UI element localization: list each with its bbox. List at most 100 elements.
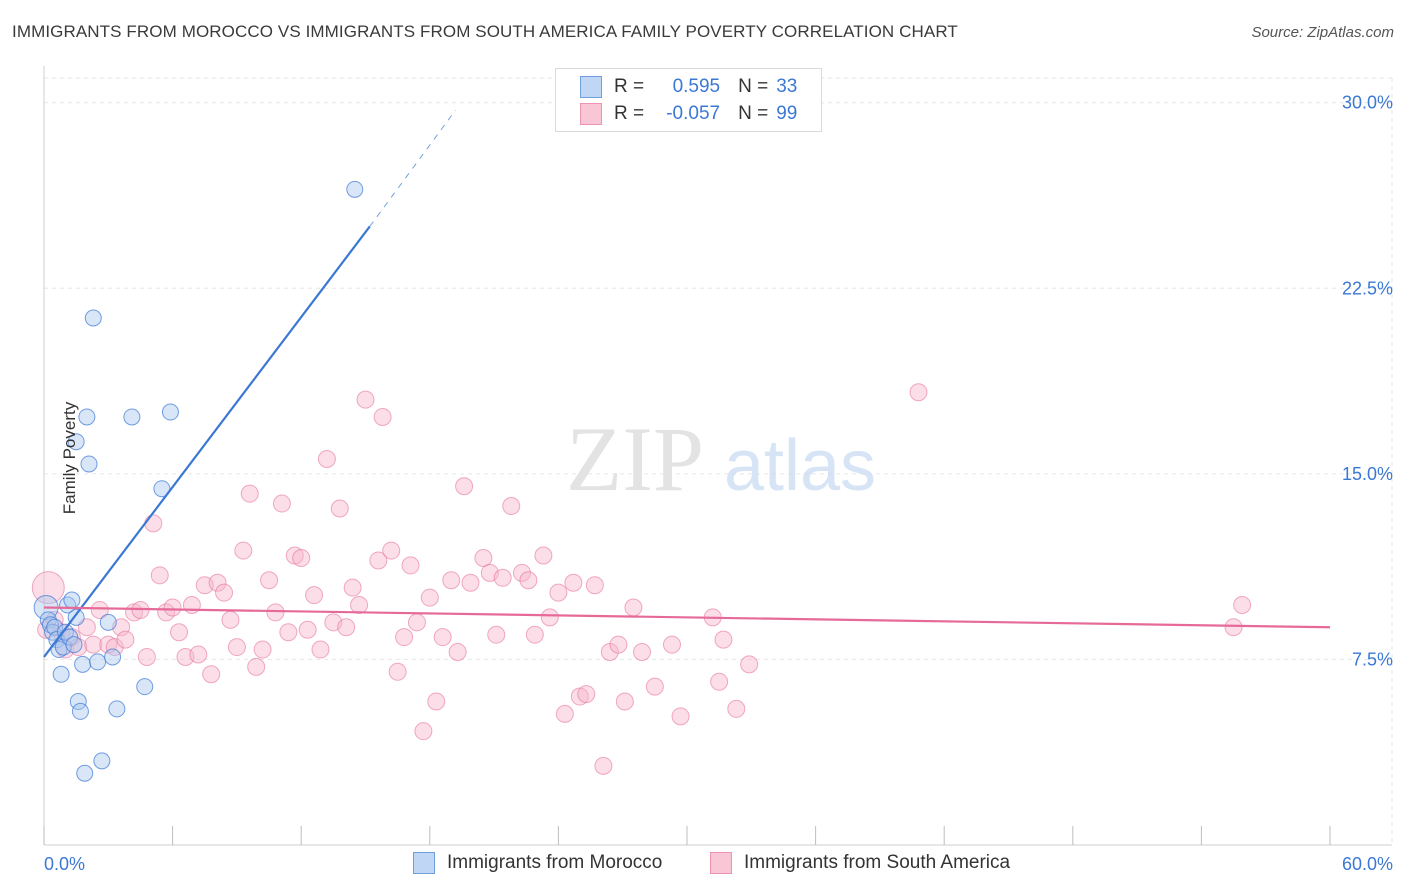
south-america-point — [395, 628, 414, 647]
south-america-point — [144, 514, 163, 533]
trend-lines — [43, 109, 1331, 658]
south-america-point — [740, 655, 759, 674]
bottom-legend-morocco: Immigrants from Morocco — [413, 852, 662, 874]
south-america-point — [487, 625, 506, 644]
south-america-point — [298, 620, 317, 639]
south-america-point — [442, 571, 461, 590]
south-america-point — [373, 407, 392, 426]
south-america-point — [512, 563, 531, 582]
south-america-point — [525, 625, 544, 644]
south-america-point — [461, 573, 480, 592]
morocco-point — [74, 655, 92, 673]
south-america-point — [279, 623, 298, 642]
south-america-point — [493, 568, 512, 587]
south-america-point — [189, 645, 208, 664]
south-america-point — [671, 707, 690, 726]
chart-title: IMMIGRANTS FROM MOROCCO VS IMMIGRANTS FR… — [12, 22, 958, 41]
south-america-point — [727, 699, 746, 718]
morocco-point — [46, 618, 64, 636]
south-america-point — [407, 613, 426, 632]
morocco-point — [54, 638, 72, 656]
south-america-point — [163, 598, 182, 617]
south-america-legend-label: Immigrants from South America — [744, 852, 1011, 873]
south-america-point — [714, 630, 733, 649]
south-america-point — [105, 638, 124, 657]
morocco-point — [153, 480, 171, 498]
south-america-trend-line — [43, 606, 1331, 629]
south-america-point — [909, 383, 928, 402]
morocco-swatch — [580, 76, 602, 98]
n-label: N = — [738, 76, 769, 97]
south-america-point — [388, 662, 407, 681]
watermark-atlas: atlas — [724, 426, 876, 506]
y-tick-label: 7.5% — [1352, 649, 1393, 669]
x-tick-label: 0.0% — [44, 854, 85, 874]
watermark-zip: ZIP — [566, 408, 704, 510]
south-america-point — [227, 638, 246, 657]
south-america-point — [234, 541, 253, 560]
morocco-point — [84, 309, 102, 327]
south-america-point — [266, 603, 285, 622]
y-tick-label: 30.0% — [1342, 93, 1393, 113]
south-america-point — [343, 578, 362, 597]
morocco-point — [161, 403, 179, 421]
source-label: Source: ZipAtlas.com — [1251, 24, 1394, 41]
south-america-point — [202, 665, 221, 684]
morocco-point — [69, 692, 87, 710]
south-america-point — [534, 546, 553, 565]
south-america-point — [645, 677, 664, 696]
south-america-point — [77, 618, 96, 637]
south-america-point — [84, 635, 103, 654]
south-america-point — [170, 623, 189, 642]
south-america-point — [433, 628, 452, 647]
south-america-point — [555, 704, 574, 723]
south-america-point — [710, 672, 729, 691]
south-america-point — [615, 692, 634, 711]
south-america-point — [31, 571, 65, 605]
south-america-point — [585, 576, 604, 595]
morocco-point — [93, 752, 111, 770]
morocco-point — [89, 653, 107, 671]
south-america-point — [1224, 618, 1243, 637]
south-america-n-value: 99 — [776, 103, 798, 124]
y-tick-label: 15.0% — [1342, 464, 1393, 484]
south-america-point — [369, 551, 388, 570]
south-america-point — [356, 390, 375, 409]
south-america-point — [609, 635, 628, 654]
south-america-point — [382, 541, 401, 560]
south-america-point — [272, 494, 291, 513]
south-america-point — [420, 588, 439, 607]
morocco-legend-swatch — [413, 852, 435, 874]
morocco-point — [136, 678, 154, 696]
correlation-legend: R = 0.595 N = 33 R = -0.057 N = 99 — [555, 68, 822, 132]
south-america-point — [427, 692, 446, 711]
south-america-point — [69, 638, 88, 657]
south-america-point — [448, 643, 467, 662]
south-america-point — [624, 598, 643, 617]
tick-labels: 7.5% 15.0% 22.5% 30.0% 0.0% 60.0% — [44, 93, 1393, 874]
south-america-point — [662, 635, 681, 654]
morocco-point — [108, 700, 126, 718]
bottom-legend-south-america: Immigrants from South America — [710, 852, 1010, 874]
morocco-trend-line — [43, 225, 371, 658]
morocco-point — [123, 408, 141, 426]
south-america-point — [247, 657, 266, 676]
morocco-legend-label: Immigrants from Morocco — [447, 852, 663, 873]
y-axis-label: Family Poverty — [60, 401, 80, 515]
morocco-points — [33, 180, 364, 782]
south-america-point — [414, 722, 433, 741]
south-america-point — [401, 556, 420, 575]
south-america-point — [292, 548, 311, 567]
south-america-point — [208, 573, 227, 592]
morocco-point — [71, 702, 89, 720]
south-america-point — [502, 497, 521, 516]
morocco-point — [99, 613, 117, 631]
south-america-point — [221, 610, 240, 629]
south-america-point — [137, 647, 156, 666]
south-america-point — [330, 499, 349, 518]
south-america-points — [31, 383, 1252, 775]
morocco-point — [67, 433, 85, 451]
south-america-point — [150, 566, 169, 585]
morocco-n-value: 33 — [776, 76, 798, 97]
r-label: R = — [614, 76, 645, 97]
